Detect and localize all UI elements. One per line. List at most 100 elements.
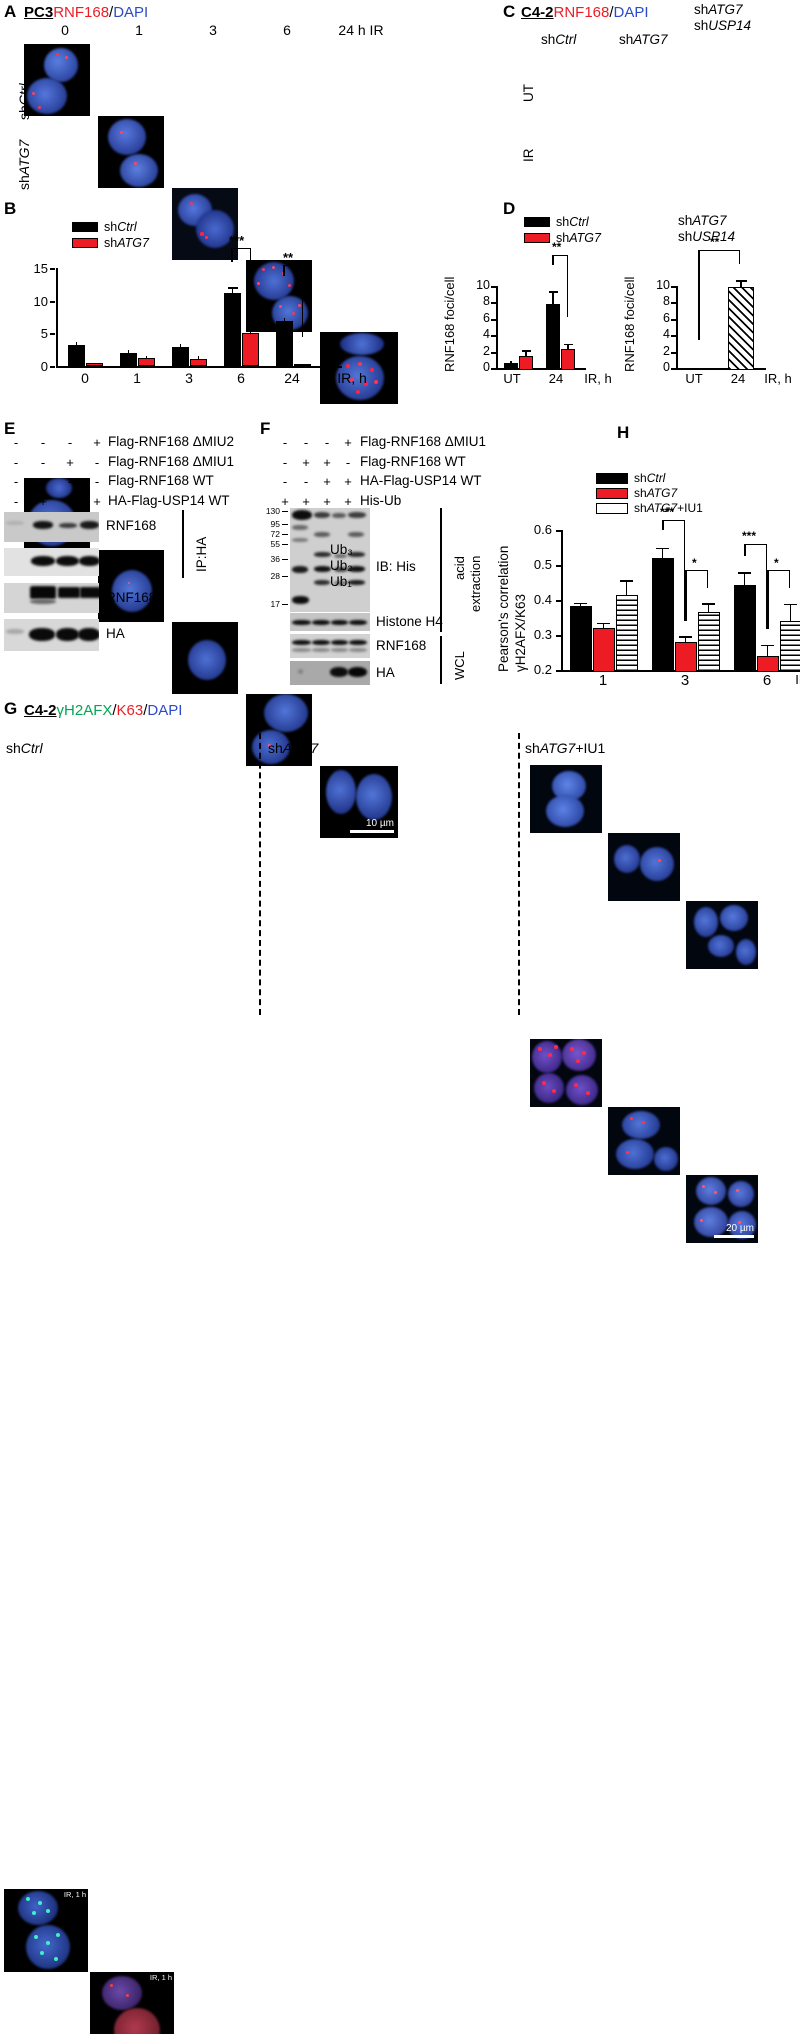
panel-E-sign-r1-c1: - [40, 455, 46, 470]
panel-B-bar-shctrl-3 [224, 292, 241, 366]
panel-F-sign-r2-c0: - [282, 474, 288, 489]
panel-H-ytick-04: 0.4 [533, 592, 552, 607]
panel-E-letter: E [4, 419, 16, 438]
panel-D-right-sig: ** [710, 235, 720, 249]
panel-D-legend-label-shatg7: shATG7 [556, 231, 601, 245]
panel-C-image-ir-shatg7-shusp14: 20 µm [686, 1175, 758, 1243]
panel-H-bar-shatg7-iu1-3 [698, 611, 720, 672]
panel-D-left-sig: ** [552, 240, 562, 254]
panel-B-xlabel: IR, h [337, 370, 367, 386]
panel-H-xlabel: IR, h [795, 672, 800, 687]
panel-H-sig-3-a: *** [660, 505, 675, 519]
panel-H-ytick-02: 0.2 [533, 662, 552, 677]
panel-E-blot-ha-ip [4, 548, 99, 576]
panel-C-col-3a: shATG7 [694, 2, 743, 17]
panel-F-mw-36: 36 [270, 554, 280, 564]
panel-E-treatment-label-0: Flag-RNF168 ΔMIU2 [108, 434, 235, 449]
panel-E-sign-r1-c3: - [94, 455, 100, 470]
panel-D-right-bar-ut [686, 368, 712, 370]
panel-H-bar-shctrl-1 [570, 606, 592, 672]
panel-F-sign-r3-c2: + [323, 494, 331, 509]
panel-F-mw-28: 28 [270, 571, 280, 581]
panel-B-ytick-0: 0 [40, 359, 48, 374]
panel-F-sign-r3-c1: + [302, 494, 310, 509]
panel-B-bar-shctrl-4 [276, 320, 293, 366]
panel-F-sign-r1-c2: + [323, 455, 331, 470]
panel-F-ub1-label: Ub₁ [330, 574, 352, 589]
panel-E-blot-label-1: HA [106, 554, 125, 569]
panel-B-ytick-5: 5 [40, 326, 48, 342]
panel-E-sign-r2-c1: + [39, 474, 47, 489]
panel-F-sign-r0-c1: - [303, 435, 309, 450]
panel-A-sep: / [109, 4, 114, 21]
panel-D-right-ytick-8: 8 [663, 294, 670, 309]
panel-F-treatment-label-1: Flag-RNF168 WT [360, 454, 466, 469]
panel-B-bar-shatg7-4 [294, 364, 311, 366]
panel-B-sig-24: ** [283, 250, 294, 265]
panel-A-col-4: 24 h IR [338, 22, 384, 38]
panel-H-ytick-03: 0.3 [533, 627, 552, 642]
panel-B-ytick-10: 10 [33, 293, 48, 309]
panel-D-legend-label-shctrl: shCtrl [556, 215, 589, 229]
panel-H-legend-swatch-shctrl [596, 473, 628, 484]
panel-E-sign-r2-c3: - [94, 474, 100, 489]
panel-B-letter: B [4, 199, 17, 218]
panel-H-xtick-3: 3 [680, 672, 690, 689]
panel-C-col-3b-gene: USP14 [708, 18, 752, 33]
panel-C-scalebar-label: 20 µm [726, 1223, 754, 1234]
panel-G-label-r1c2: IR, 1 h [149, 1973, 172, 1982]
panel-D-chart-left: 10 8 6 4 2 0 RNF168 foci/cell ** UT 24 I… [440, 240, 620, 397]
panel-C-row-label-ir: IR [521, 148, 536, 163]
panel-A-scalebar [350, 830, 394, 833]
panel-F-sign-r3-c3: + [344, 494, 352, 509]
panel-G-image-shctrl-1h-a: IR, 1 h [4, 1889, 88, 1972]
panel-F-ub2-label: Ub₂ [330, 558, 353, 573]
panel-D-left-xtick-24: 24 [548, 371, 564, 386]
panel-C-col-3a-gene: ATG7 [708, 2, 743, 17]
panel-C-image-ut-shatg7-shusp14 [686, 901, 758, 969]
panel-G-group-label-shatg7: shATG7 [268, 740, 319, 756]
panel-D-left-ytick-6: 6 [483, 310, 490, 325]
panel-B-xtick-0: 0 [81, 370, 89, 386]
panel-D-legend-swatch-shctrl [524, 217, 550, 227]
panel-D-left-ytick-2: 2 [483, 343, 490, 358]
panel-C-title: C4-2RNF168/DAPI [521, 4, 649, 21]
panel-G-group-label-shctrl: shCtrl [6, 740, 43, 756]
panel-C-sep: / [609, 4, 614, 21]
panel-B-ytick-15: 15 [33, 261, 48, 276]
panel-B-xtick-6: 6 [237, 370, 245, 386]
panel-F-sign-r2-c3: + [344, 474, 352, 489]
panel-F-treatment-label-0: Flag-RNF168 ΔMIU1 [360, 434, 487, 449]
panel-B-legend-label-shatg7: shATG7 [104, 236, 149, 250]
panel-C-row-label-ut: UT [521, 84, 536, 102]
panel-F-mw-130: 130 [265, 506, 280, 516]
panel-E-blot-rnf168-ip [4, 512, 99, 542]
panel-B-bar-shctrl-2 [172, 346, 189, 366]
panel-D-right-ytick-6: 6 [663, 310, 670, 325]
panel-F-sign-r1-c3: - [345, 455, 351, 470]
panel-E-treatment-label-3: HA-Flag-USP14 WT [108, 493, 230, 508]
panel-H-legend-label-shatg7-iu1: shATG7+IU1 [634, 501, 703, 515]
panel-E-treatment-label-2: Flag-RNF168 WT [108, 473, 214, 488]
panel-F-sign-r2-c1: - [303, 474, 309, 489]
panel-H-bar-shatg7-1 [593, 628, 615, 672]
panel-E-sign-r3-c1: + [39, 494, 47, 509]
panel-A-col-0: 0 [61, 22, 69, 38]
panel-A-col-2: 3 [209, 22, 217, 38]
panel-H-bar-shctrl-3 [652, 558, 674, 672]
panel-B-bar-shatg7-2 [190, 358, 207, 366]
panel-A-image-shctrl-3 [246, 260, 312, 332]
panel-C-image-ir-shctrl [530, 1039, 602, 1107]
panel-G-divider-1 [259, 733, 261, 1015]
panel-C-image-ut-shctrl [530, 765, 602, 833]
panel-D-right-ytick-2: 2 [663, 343, 670, 358]
panel-F-treatment-label-3: His-Ub [360, 493, 402, 508]
panel-H-legend-label-shatg7: shATG7 [634, 486, 678, 500]
panel-E-sign-r2-c2: - [67, 474, 73, 489]
panel-E-sign-r1-c2: + [66, 455, 74, 470]
panel-B-chart: 15 10 5 0 RNF168 foci/cell 0 1 3 6 *** 2… [0, 233, 400, 395]
panel-H-letter: H [617, 423, 630, 442]
panel-B-sig-6: *** [229, 233, 245, 248]
panel-F-sign-r2-c2: + [323, 474, 331, 489]
panel-F-sign-r3-c0: + [281, 494, 289, 509]
